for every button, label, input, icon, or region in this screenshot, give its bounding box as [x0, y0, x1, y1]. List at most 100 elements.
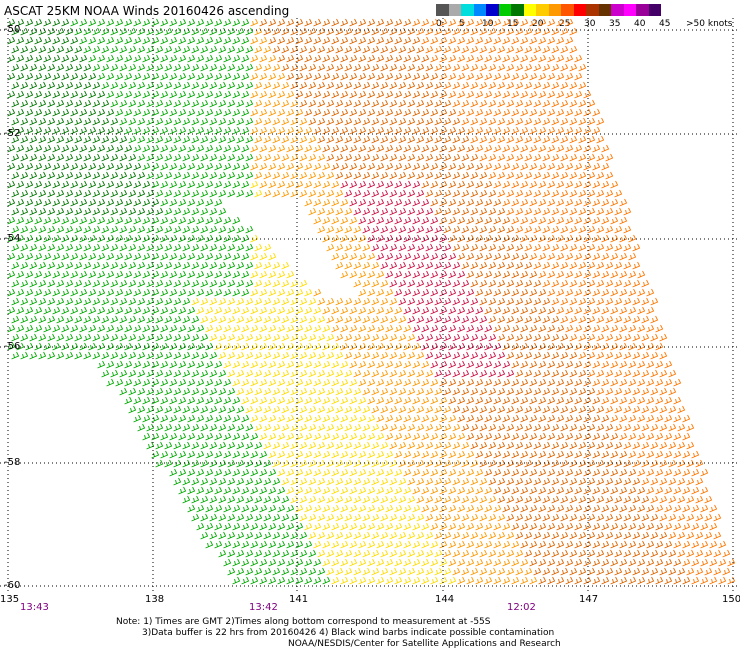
- wind-barb: [515, 225, 524, 234]
- wind-barb: [488, 117, 497, 126]
- lat-label: -60: [4, 580, 21, 591]
- wind-barb: [241, 522, 250, 531]
- wind-barb: [551, 27, 560, 36]
- wind-barb: [65, 81, 74, 90]
- wind-barb: [304, 486, 313, 495]
- wind-barb: [403, 558, 412, 567]
- wind-barb: [106, 108, 115, 117]
- wind-barb: [34, 36, 43, 45]
- wind-barb: [349, 252, 358, 261]
- wind-barb: [461, 495, 470, 504]
- wind-barb: [367, 504, 376, 513]
- wind-barb: [97, 324, 106, 333]
- wind-barb: [448, 126, 457, 135]
- wind-barb: [619, 306, 628, 315]
- wind-barb: [313, 486, 322, 495]
- wind-barb: [421, 324, 430, 333]
- wind-barb: [524, 315, 533, 324]
- wind-barb: [290, 153, 299, 162]
- wind-barb: [610, 378, 619, 387]
- wind-barb: [376, 576, 385, 585]
- wind-barb: [7, 252, 16, 261]
- wind-barb: [277, 450, 286, 459]
- wind-barb: [682, 576, 691, 585]
- wind-barb: [533, 513, 542, 522]
- wind-barb: [542, 387, 551, 396]
- wind-barb: [97, 18, 106, 27]
- wind-barb: [583, 108, 592, 117]
- wind-barb: [583, 144, 592, 153]
- wind-barb: [569, 459, 578, 468]
- wind-barb: [200, 135, 209, 144]
- wind-barb: [524, 423, 533, 432]
- wind-barb: [448, 558, 457, 567]
- wind-barb: [466, 306, 475, 315]
- wind-barb: [34, 252, 43, 261]
- lon-label: 147: [579, 594, 599, 605]
- wind-barb: [344, 27, 353, 36]
- wind-barb: [241, 54, 250, 63]
- wind-barb: [385, 324, 394, 333]
- wind-barb: [232, 522, 241, 531]
- wind-barb: [506, 495, 515, 504]
- wind-barb: [214, 414, 223, 423]
- wind-barb: [466, 126, 475, 135]
- wind-barb: [142, 162, 151, 171]
- wind-barb: [191, 27, 200, 36]
- wind-barb: [358, 252, 367, 261]
- wind-barb: [349, 234, 358, 243]
- wind-barb: [412, 378, 421, 387]
- wind-barb: [155, 387, 164, 396]
- wind-barb: [349, 342, 358, 351]
- wind-barb: [196, 306, 205, 315]
- wind-barb: [434, 405, 443, 414]
- wind-barb: [164, 423, 173, 432]
- wind-barb: [461, 225, 470, 234]
- wind-barb: [200, 207, 209, 216]
- wind-barb: [281, 333, 290, 342]
- wind-barb: [169, 216, 178, 225]
- wind-barb: [488, 27, 497, 36]
- wind-barb: [313, 72, 322, 81]
- wind-barb: [542, 549, 551, 558]
- wind-barb: [101, 279, 110, 288]
- wind-barb: [56, 333, 65, 342]
- wind-barb: [488, 531, 497, 540]
- wind-barb: [416, 279, 425, 288]
- wind-barb: [169, 450, 178, 459]
- wind-barb: [191, 99, 200, 108]
- wind-barb: [371, 279, 380, 288]
- wind-barb: [169, 72, 178, 81]
- wind-barb: [380, 423, 389, 432]
- wind-barb: [533, 315, 542, 324]
- wind-barb: [218, 369, 227, 378]
- wind-barb: [641, 351, 650, 360]
- wind-barb: [380, 441, 389, 450]
- wind-barb: [628, 270, 637, 279]
- wind-barb: [52, 342, 61, 351]
- wind-barb: [155, 315, 164, 324]
- wind-barb: [286, 54, 295, 63]
- wind-barb: [605, 189, 614, 198]
- wind-barb: [353, 333, 362, 342]
- wind-barb: [502, 180, 511, 189]
- wind-barb: [236, 333, 245, 342]
- wind-barb: [209, 171, 218, 180]
- wind-barb: [421, 522, 430, 531]
- wind-barb: [376, 432, 385, 441]
- wind-barb: [533, 423, 542, 432]
- wind-barb: [74, 297, 83, 306]
- wind-barb: [155, 441, 164, 450]
- wind-barb: [155, 261, 164, 270]
- wind-barb: [547, 54, 556, 63]
- wind-barb: [191, 333, 200, 342]
- wind-barb: [52, 180, 61, 189]
- wind-barb: [88, 36, 97, 45]
- wind-barb: [371, 405, 380, 414]
- wind-barb: [650, 333, 659, 342]
- wind-barb: [565, 270, 574, 279]
- wind-barb: [142, 198, 151, 207]
- wind-barb: [11, 189, 20, 198]
- wind-barb: [43, 162, 52, 171]
- wind-barb: [70, 54, 79, 63]
